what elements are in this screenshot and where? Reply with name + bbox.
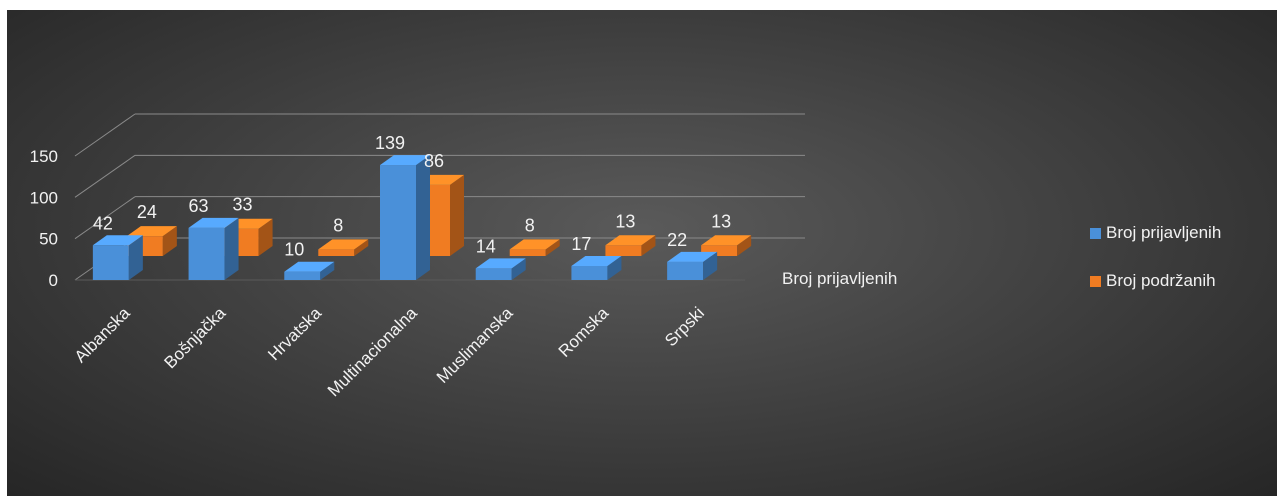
- legend-label-prijavljenih: Broj prijavljenih: [1106, 223, 1222, 242]
- bar-prijavljenih-0-front: [92, 245, 129, 280]
- bar-podrzanih-0-top: [126, 226, 177, 237]
- bar-podrzanih-5-top: [605, 235, 656, 246]
- legend-item-prijavljenih: Broj prijavljenih: [1090, 222, 1221, 244]
- bar-prijavljenih-0-top: [92, 235, 143, 246]
- data-label-prijavljenih-0: 42: [93, 213, 113, 233]
- bar-podrzanih-2-side: [354, 239, 369, 256]
- x-tick-label-6: Srpski: [661, 303, 708, 350]
- bar-prijavljenih-6-top: [667, 251, 718, 262]
- data-label-prijavljenih-2: 10: [284, 240, 304, 260]
- legend-item-podrzanih: Broj podržanih: [1090, 270, 1221, 292]
- bar-prijavljenih-5-side: [607, 255, 622, 280]
- gridline-side-3: [74, 113, 136, 157]
- x-tick-label-4: Muslimanska: [433, 303, 517, 387]
- bar-prijavljenih-6-front: [667, 261, 704, 280]
- legend-swatch-podrzanih: [1090, 275, 1101, 287]
- bar-prijavljenih-1-front: [188, 227, 225, 280]
- gridline-side-1: [74, 196, 136, 240]
- bar-prijavljenih-1-side: [224, 217, 239, 280]
- x-tick-label-1: Bošnjačka: [161, 303, 230, 372]
- data-label-podrzanih-1: 33: [233, 195, 253, 215]
- bar-prijavljenih-5-front: [571, 265, 608, 280]
- bar-podrzanih-4-top: [509, 239, 560, 250]
- data-label-prijavljenih-3: 139: [375, 133, 405, 153]
- bar-prijavljenih-4-front: [475, 268, 512, 280]
- data-label-prijavljenih-6: 22: [667, 230, 687, 250]
- data-label-prijavljenih-4: 14: [476, 236, 496, 256]
- bar-podrzanih-3-side: [450, 174, 464, 256]
- bar-podrzanih-4-front: [509, 249, 546, 256]
- data-label-podrzanih-0: 24: [137, 202, 157, 222]
- x-tick-label-2: Hrvatska: [264, 303, 325, 364]
- bar-prijavljenih-1-top: [188, 217, 239, 228]
- bar-prijavljenih-6-side: [703, 251, 718, 280]
- bar-podrzanih-1-side: [258, 218, 273, 256]
- data-label-podrzanih-3: 86: [424, 151, 444, 171]
- x-tick-label-0: Albanska: [71, 303, 134, 366]
- data-label-prijavljenih-5: 17: [571, 234, 591, 254]
- y-tick-label-1: 50: [39, 230, 58, 249]
- bar-podrzanih-2-top: [318, 239, 369, 250]
- data-label-podrzanih-6: 13: [711, 211, 731, 231]
- bar-prijavljenih-2-top: [284, 261, 335, 272]
- bar-podrzanih-6-front: [701, 245, 738, 256]
- bar-podrzanih-5-side: [641, 235, 656, 256]
- bar-podrzanih-6-top: [701, 235, 752, 246]
- bar-podrzanih-2-front: [318, 249, 355, 256]
- bar-prijavljenih-3-front: [380, 165, 416, 280]
- legend: Broj prijavljenih Broj podržanih: [1090, 222, 1221, 318]
- x-tick-label-3: Multinacionalna: [324, 303, 421, 400]
- bar-podrzanih-6-side: [737, 235, 752, 256]
- y-tick-label-3: 150: [30, 147, 58, 166]
- data-label-podrzanih-2: 8: [333, 215, 343, 235]
- bar-podrzanih-5-front: [605, 245, 642, 256]
- data-label-podrzanih-5: 13: [615, 211, 635, 231]
- bar-prijavljenih-0-side: [128, 235, 143, 280]
- data-label-podrzanih-4: 8: [525, 215, 535, 235]
- bar-prijavljenih-2-front: [284, 271, 321, 280]
- legend-label-podrzanih: Broj podržanih: [1106, 271, 1216, 290]
- bar-podrzanih-0-side: [162, 226, 177, 256]
- y-tick-label-2: 100: [30, 188, 58, 207]
- bar-prijavljenih-3-top: [380, 155, 430, 166]
- bar-prijavljenih-3-side: [416, 155, 430, 280]
- depth-axis-label: Broj prijavljenih: [782, 269, 897, 288]
- bar-podrzanih-4-side: [545, 239, 560, 256]
- y-tick-label-0: 0: [49, 271, 58, 290]
- bar-prijavljenih-4-top: [475, 258, 526, 269]
- bar-prijavljenih-4-side: [511, 258, 526, 280]
- legend-swatch-prijavljenih: [1090, 227, 1101, 239]
- bar-prijavljenih-5-top: [571, 255, 622, 266]
- data-label-prijavljenih-1: 63: [189, 196, 209, 216]
- gridline-side-2: [74, 154, 136, 198]
- x-tick-label-5: Romska: [555, 303, 613, 361]
- bar-prijavljenih-2-side: [320, 261, 335, 280]
